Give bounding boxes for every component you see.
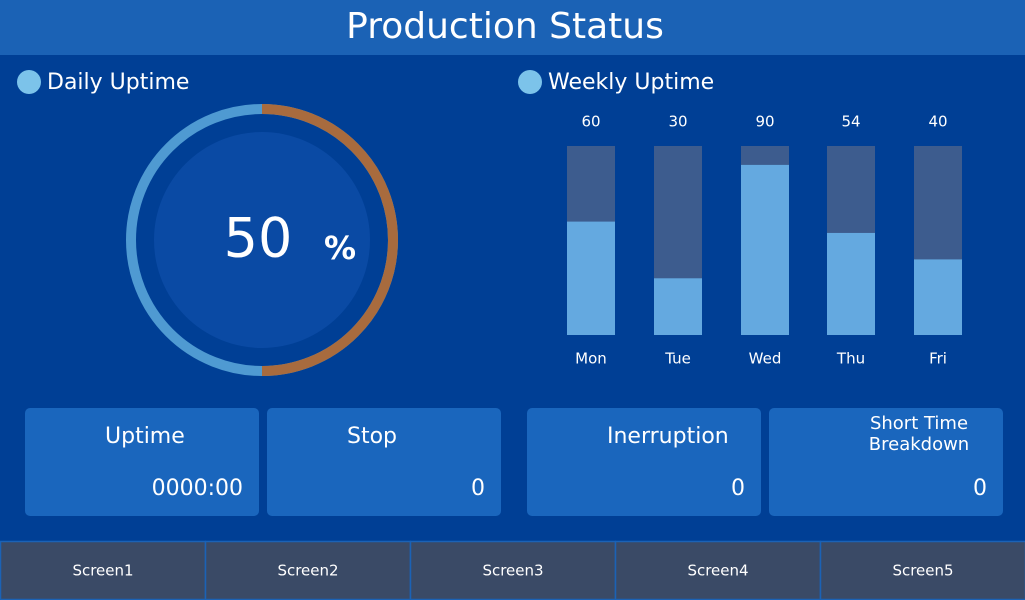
tab-label[interactable]: Screen5 bbox=[892, 562, 953, 580]
tab-label[interactable]: Screen1 bbox=[72, 562, 133, 580]
x-tick-label: Thu bbox=[836, 350, 865, 368]
gauge-arc bbox=[261, 104, 398, 376]
bar bbox=[654, 278, 702, 335]
card-label: Inerruption bbox=[607, 424, 729, 449]
x-tick-label: Wed bbox=[749, 350, 782, 368]
status-card bbox=[25, 408, 259, 516]
bar bbox=[914, 259, 962, 335]
x-tick-label: Tue bbox=[664, 350, 691, 368]
card-value: 0000:00 bbox=[152, 476, 243, 501]
gauge-value: 50 bbox=[224, 207, 293, 270]
x-tick-label: Mon bbox=[575, 350, 607, 368]
page-title: Production Status bbox=[346, 6, 664, 47]
gauge-face bbox=[154, 132, 370, 348]
tab-label[interactable]: Screen2 bbox=[277, 562, 338, 580]
card-label: Stop bbox=[347, 424, 397, 449]
section-title: Daily Uptime bbox=[47, 70, 189, 95]
value-label: 60 bbox=[581, 113, 600, 131]
card-value: 0 bbox=[973, 476, 987, 501]
bar bbox=[741, 164, 789, 335]
x-tick-label: Fri bbox=[929, 350, 947, 368]
status-card bbox=[267, 408, 501, 516]
card-label: Uptime bbox=[105, 424, 185, 449]
tab-button[interactable] bbox=[409, 540, 617, 600]
tab-button[interactable] bbox=[0, 540, 207, 600]
bar bbox=[567, 221, 615, 335]
section-dot bbox=[518, 70, 542, 94]
header-bar bbox=[0, 0, 1025, 55]
tab-button[interactable] bbox=[819, 540, 1025, 600]
section-title: Weekly Uptime bbox=[548, 70, 714, 95]
value-label: 40 bbox=[928, 113, 947, 131]
tab-button[interactable] bbox=[614, 540, 822, 600]
gauge-unit: % bbox=[324, 229, 356, 267]
value-label: 30 bbox=[668, 113, 687, 131]
card-value: 0 bbox=[471, 476, 485, 501]
section-dot bbox=[17, 70, 41, 94]
bar bbox=[827, 232, 875, 335]
tab-label[interactable]: Screen4 bbox=[687, 562, 748, 580]
card-value: 0 bbox=[731, 476, 745, 501]
tab-button[interactable] bbox=[204, 540, 412, 600]
value-label: 54 bbox=[841, 113, 860, 131]
tab-label[interactable]: Screen3 bbox=[482, 562, 543, 580]
value-label: 90 bbox=[755, 113, 774, 131]
status-card bbox=[527, 408, 761, 516]
card-label: Short Time Breakdown bbox=[869, 413, 969, 455]
status-card bbox=[769, 408, 1003, 516]
